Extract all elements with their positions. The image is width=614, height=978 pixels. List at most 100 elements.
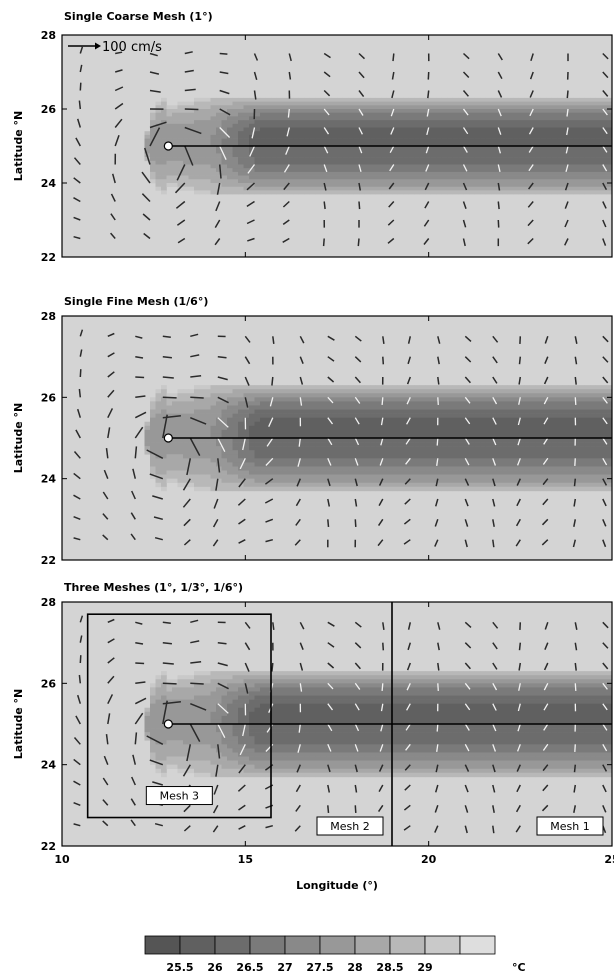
current-vector bbox=[102, 534, 109, 541]
heatmap-cell bbox=[562, 409, 569, 414]
heatmap-cell bbox=[590, 164, 596, 169]
heatmap-cell bbox=[568, 470, 574, 475]
heatmap-cell bbox=[320, 421, 327, 427]
heatmap-cell bbox=[469, 466, 475, 471]
heatmap-cell bbox=[513, 157, 519, 162]
heatmap-cell bbox=[606, 482, 612, 488]
heatmap-cell bbox=[183, 183, 189, 187]
current-vector bbox=[391, 71, 395, 80]
heatmap-cell bbox=[177, 711, 184, 717]
heatmap-cell bbox=[232, 116, 239, 121]
heatmap-cell bbox=[452, 389, 459, 394]
heatmap-cell bbox=[337, 134, 343, 139]
current-vector bbox=[217, 396, 229, 404]
heatmap-cell bbox=[315, 149, 321, 154]
heatmap-cell bbox=[579, 146, 585, 150]
heatmap-cell bbox=[557, 438, 563, 443]
heatmap-cell bbox=[337, 442, 343, 447]
heatmap-cell bbox=[315, 123, 321, 128]
heatmap-cell bbox=[320, 429, 327, 435]
heatmap-cell bbox=[199, 466, 206, 471]
heatmap-cell bbox=[557, 385, 563, 390]
heatmap-cell bbox=[342, 131, 349, 136]
heatmap-cell bbox=[441, 462, 448, 467]
heatmap-cell bbox=[227, 183, 233, 187]
heatmap-cell bbox=[199, 397, 206, 402]
heatmap-cell bbox=[309, 442, 316, 447]
heatmap-cell bbox=[331, 116, 338, 121]
current-vector bbox=[79, 64, 83, 73]
heatmap-cell bbox=[408, 446, 415, 451]
heatmap-cell bbox=[282, 454, 288, 459]
heatmap-cell bbox=[216, 190, 222, 195]
heatmap-cell bbox=[155, 736, 162, 741]
heatmap-cell bbox=[414, 168, 420, 173]
heatmap-cell bbox=[298, 389, 305, 394]
heatmap-cell bbox=[155, 478, 162, 484]
heatmap-cell bbox=[419, 175, 426, 180]
heatmap-cell bbox=[315, 413, 321, 418]
heatmap-cell bbox=[293, 112, 299, 117]
heatmap-cell bbox=[293, 101, 299, 106]
current-vectors bbox=[73, 46, 609, 247]
heatmap-cell bbox=[265, 123, 272, 128]
heatmap-cell bbox=[480, 478, 486, 484]
heatmap-cell bbox=[430, 421, 437, 427]
heatmap-cell bbox=[260, 446, 266, 451]
heatmap-cell bbox=[480, 409, 486, 414]
heatmap-cell bbox=[271, 482, 277, 488]
heatmap-cell bbox=[518, 105, 525, 110]
heatmap-cell bbox=[282, 116, 288, 121]
heatmap-cell bbox=[243, 442, 250, 447]
current-vector bbox=[107, 427, 111, 439]
heatmap-cell bbox=[155, 744, 162, 749]
heatmap-cell bbox=[568, 109, 574, 113]
heatmap-cell bbox=[359, 142, 365, 147]
heatmap-cell bbox=[348, 138, 354, 143]
heatmap-cell bbox=[155, 768, 162, 774]
heatmap-cell bbox=[216, 171, 222, 176]
heatmap-cell bbox=[535, 458, 541, 463]
heatmap-cell bbox=[551, 478, 558, 484]
heatmap-cell bbox=[430, 442, 437, 447]
heatmap-cell bbox=[524, 175, 530, 180]
heatmap-cell bbox=[265, 438, 272, 443]
heatmap-cell bbox=[513, 120, 519, 125]
heatmap-cell bbox=[238, 409, 244, 414]
heatmap-cell bbox=[524, 466, 530, 471]
heatmap-cell bbox=[161, 142, 167, 147]
heatmap-cell bbox=[419, 401, 426, 406]
heatmap-cell bbox=[430, 97, 437, 102]
heatmap-cell bbox=[161, 703, 167, 709]
heatmap-cell bbox=[199, 413, 206, 418]
heatmap-cell bbox=[502, 486, 508, 492]
heatmap-cell bbox=[364, 446, 371, 451]
heatmap-cell bbox=[276, 466, 283, 471]
heatmap-cell bbox=[606, 183, 612, 187]
heatmap-cell bbox=[227, 146, 233, 150]
heatmap-cell bbox=[568, 413, 574, 418]
heatmap-cell bbox=[601, 405, 607, 410]
heatmap-cell bbox=[364, 393, 371, 398]
heatmap-cell bbox=[375, 417, 382, 423]
heatmap-cell bbox=[249, 164, 255, 169]
heatmap-cell bbox=[150, 401, 156, 406]
heatmap-cell bbox=[452, 397, 459, 402]
heatmap-cell bbox=[315, 168, 321, 173]
heatmap-cell bbox=[606, 478, 612, 484]
heatmap-cell bbox=[386, 146, 393, 150]
heatmap-cell bbox=[425, 397, 431, 402]
heatmap-cell bbox=[177, 429, 184, 435]
heatmap-cell bbox=[562, 123, 569, 128]
heatmap-cell bbox=[183, 454, 189, 459]
heatmap-cell bbox=[199, 462, 206, 467]
heatmap-cell bbox=[381, 157, 387, 162]
current-vector bbox=[464, 539, 468, 548]
heatmap-cell bbox=[144, 138, 151, 143]
heatmap-cell bbox=[298, 179, 305, 184]
heatmap-cell bbox=[260, 454, 266, 459]
heatmap-cell bbox=[254, 153, 261, 158]
heatmap-cell bbox=[414, 474, 420, 479]
heatmap-cell bbox=[375, 149, 382, 154]
heatmap-cell bbox=[513, 160, 519, 165]
